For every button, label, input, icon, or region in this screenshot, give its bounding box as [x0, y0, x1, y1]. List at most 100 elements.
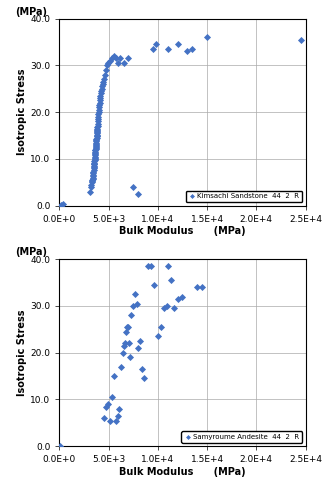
X-axis label: Bulk Modulus      (MPa): Bulk Modulus (MPa)	[119, 467, 246, 477]
Point	[97, 99, 102, 106]
Point	[153, 41, 159, 48]
Point	[59, 201, 64, 209]
Point	[92, 157, 97, 165]
Point	[283, 436, 289, 443]
Point	[91, 166, 96, 174]
Point	[95, 123, 100, 131]
Point	[95, 124, 100, 132]
Point	[96, 106, 101, 114]
Point	[95, 126, 100, 134]
Point	[126, 323, 131, 331]
Point	[151, 281, 157, 289]
Point	[165, 262, 170, 270]
Point	[93, 138, 99, 146]
Point	[125, 323, 130, 331]
Point	[91, 162, 97, 170]
Point	[122, 342, 127, 349]
Point	[58, 442, 63, 450]
Point	[298, 36, 303, 44]
Point	[91, 169, 96, 177]
Text: (MPa): (MPa)	[15, 7, 47, 17]
Point	[93, 141, 99, 149]
Point	[93, 140, 99, 148]
Point	[94, 134, 99, 142]
Point	[204, 33, 210, 41]
X-axis label: Bulk Modulus      (MPa): Bulk Modulus (MPa)	[119, 227, 246, 237]
Point	[136, 344, 141, 352]
Point	[94, 132, 99, 139]
Point	[99, 87, 104, 95]
Point	[161, 304, 166, 312]
Legend: Samyroume Andesite  44  2  R: Samyroume Andesite 44 2 R	[181, 431, 302, 443]
Point	[180, 293, 185, 301]
Point	[95, 122, 100, 130]
Point	[103, 66, 108, 74]
Point	[131, 183, 136, 191]
Point	[91, 165, 96, 172]
Point	[175, 295, 180, 303]
Point	[121, 349, 126, 357]
Point	[113, 417, 118, 424]
Point	[94, 136, 99, 143]
Point	[98, 90, 103, 97]
Point	[90, 176, 95, 184]
Point	[97, 101, 102, 109]
Point	[92, 152, 97, 160]
Point	[90, 174, 95, 182]
Point	[109, 393, 114, 401]
Point	[94, 129, 100, 137]
Point	[129, 312, 134, 319]
Point	[92, 155, 97, 163]
Point	[111, 52, 116, 60]
Point	[96, 104, 102, 111]
Y-axis label: Isotropic Stress: Isotropic Stress	[17, 69, 28, 155]
Point	[128, 353, 133, 361]
Point	[91, 161, 97, 168]
Point	[93, 146, 98, 153]
Point	[92, 160, 97, 167]
Point	[95, 118, 100, 125]
Point	[90, 175, 95, 182]
Point	[190, 45, 195, 53]
Point	[96, 111, 101, 119]
Point	[150, 45, 156, 53]
Point	[118, 55, 123, 62]
Point	[96, 108, 101, 116]
Point	[103, 403, 108, 410]
Point	[90, 171, 96, 179]
Point	[94, 136, 99, 144]
Point	[101, 76, 106, 83]
Point	[117, 405, 122, 413]
Point	[105, 59, 110, 67]
Point	[94, 131, 99, 138]
Point	[111, 372, 116, 380]
Point	[195, 284, 200, 291]
Point	[89, 181, 94, 188]
Point	[139, 365, 145, 373]
Point	[158, 323, 164, 331]
Point	[93, 148, 98, 156]
Point	[96, 113, 101, 121]
Point	[92, 159, 97, 166]
Point	[89, 179, 94, 186]
Point	[145, 262, 151, 270]
Point	[164, 302, 169, 310]
Point	[90, 172, 95, 180]
Point	[107, 57, 112, 64]
Point	[95, 115, 101, 123]
Point	[100, 80, 105, 88]
Point	[124, 328, 129, 335]
Point	[87, 188, 92, 196]
Point	[89, 178, 95, 185]
Point	[109, 55, 114, 62]
Y-axis label: Isotropic Stress: Isotropic Stress	[17, 309, 28, 396]
Point	[92, 151, 98, 158]
Point	[200, 284, 205, 291]
Point	[131, 302, 136, 310]
Point	[119, 363, 124, 371]
Point	[97, 97, 102, 105]
Point	[93, 147, 98, 154]
Point	[175, 41, 180, 48]
Point	[127, 340, 132, 348]
Point	[101, 78, 106, 86]
